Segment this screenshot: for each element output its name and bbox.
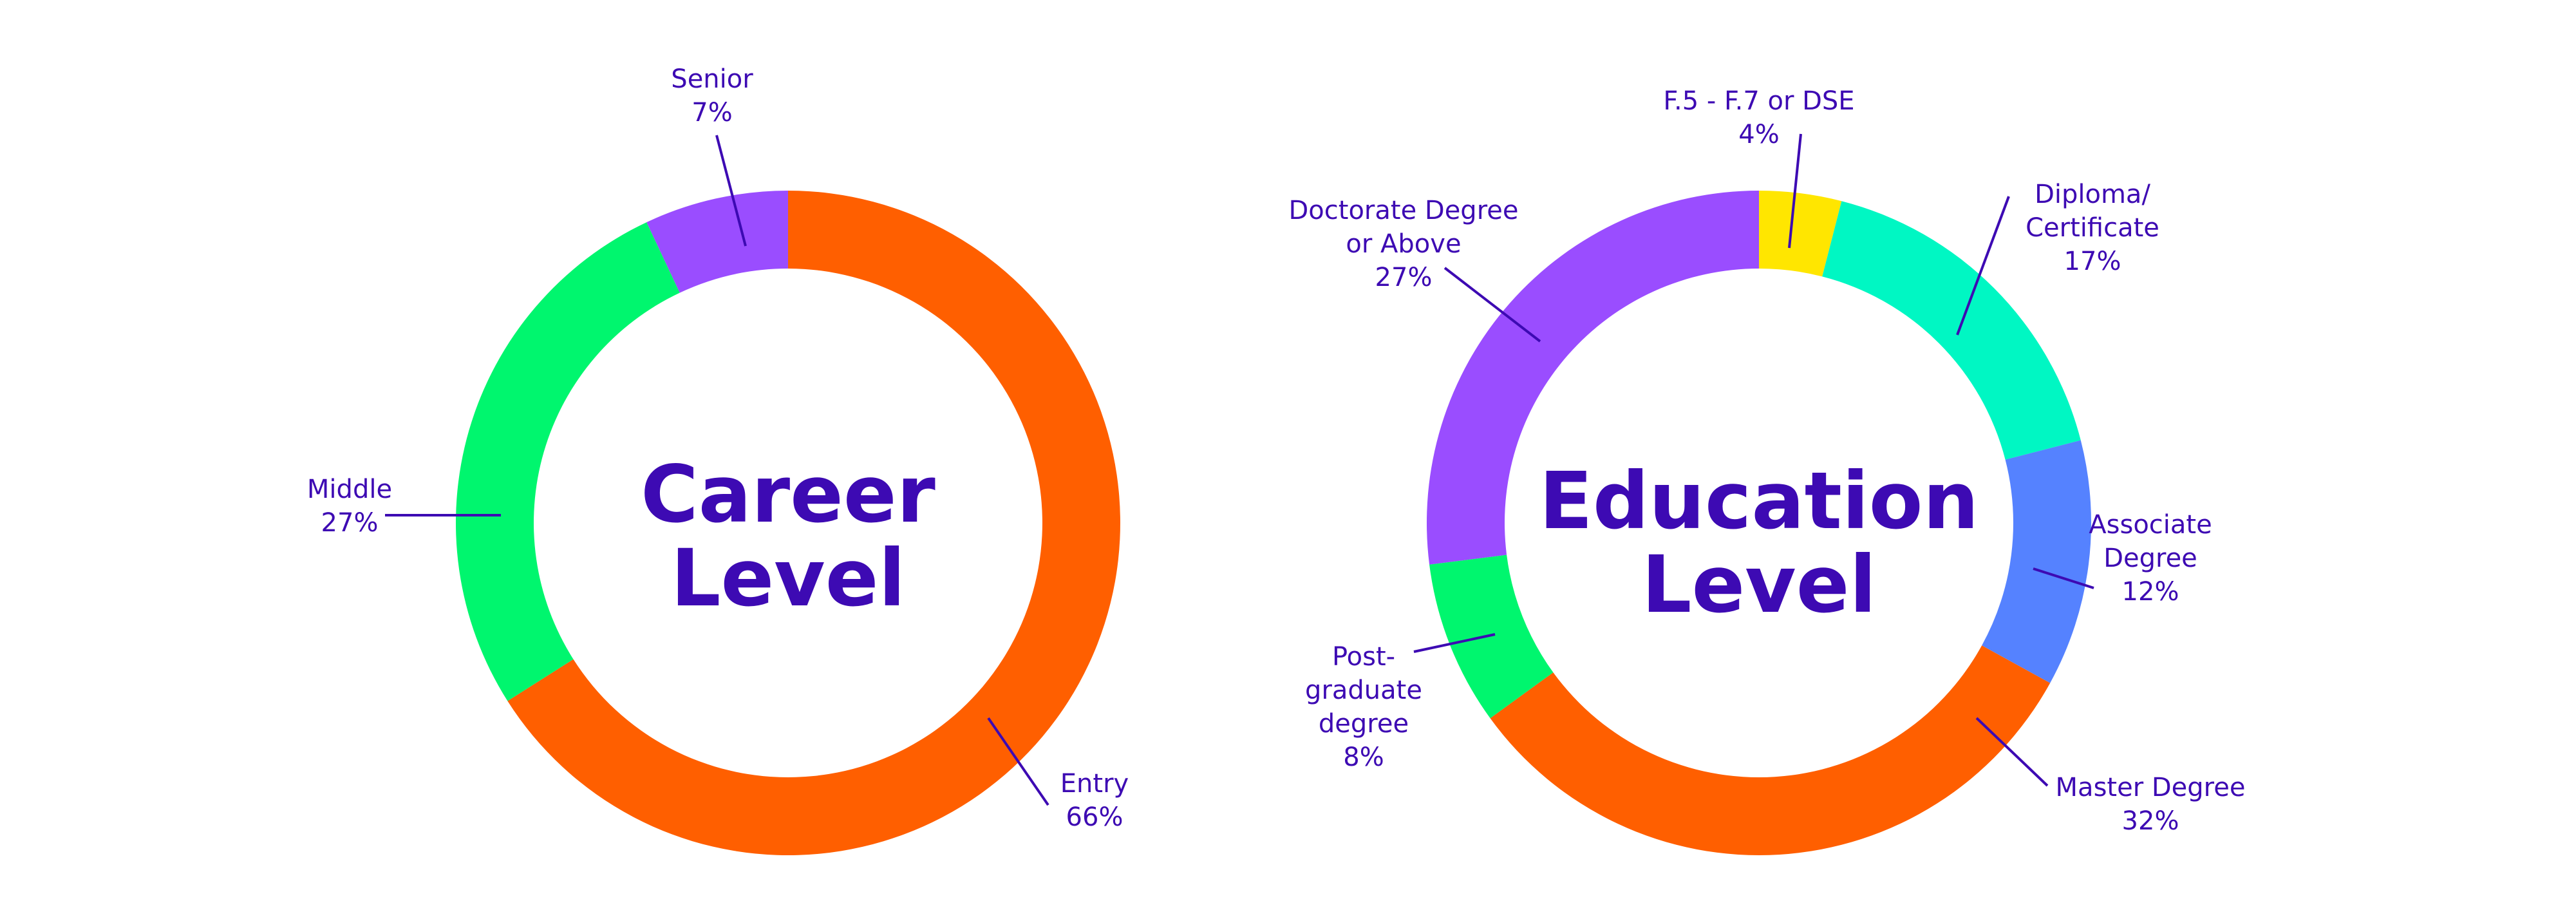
slice-diploma-certificate bbox=[1822, 201, 2081, 460]
leader-line-f-5-f-7-or-dse bbox=[1788, 133, 1802, 249]
center-title-line: Education bbox=[1539, 455, 1979, 547]
slice-label-post-graduate-degree: degree bbox=[1319, 709, 1409, 739]
slice-f-5-f-7-or-dse bbox=[1759, 191, 1842, 277]
leader-line-diploma-certificate bbox=[1956, 196, 2010, 336]
slice-label-middle: 27% bbox=[321, 508, 379, 538]
slice-label-post-graduate-degree: graduate bbox=[1305, 676, 1422, 705]
leader-line-post-graduate-degree bbox=[1413, 633, 1496, 653]
slice-middle bbox=[456, 222, 680, 701]
slice-label-diploma-certificate: Certificate bbox=[2026, 213, 2159, 243]
slice-label-post-graduate-degree: Post- bbox=[1332, 642, 1395, 672]
center-title-line: Level bbox=[671, 533, 906, 624]
slice-associate-degree bbox=[1982, 440, 2091, 683]
center-title-line: Career bbox=[641, 449, 935, 540]
slice-label-diploma-certificate: 17% bbox=[2064, 247, 2121, 276]
leader-line-entry bbox=[987, 717, 1049, 806]
slice-label-f-5-f-7-or-dse: F.5 - F.7 or DSE bbox=[1663, 86, 1854, 116]
slice-label-master-degree: Master Degree bbox=[2056, 773, 2246, 802]
slice-label-post-graduate-degree: 8% bbox=[1343, 743, 1384, 772]
slice-label-doctorate-degree-or-above: 27% bbox=[1375, 263, 1433, 292]
slice-label-doctorate-degree-or-above: Doctorate Degree bbox=[1289, 196, 1519, 225]
leader-line-senior bbox=[715, 135, 747, 247]
slice-label-entry: 66% bbox=[1066, 802, 1123, 832]
leader-line-doctorate-degree-or-above bbox=[1443, 267, 1541, 343]
leader-line-associate-degree bbox=[2033, 567, 2094, 589]
slice-label-associate-degree: Associate bbox=[2089, 510, 2212, 540]
slice-master-degree bbox=[1490, 645, 2051, 855]
slice-label-associate-degree: 12% bbox=[2122, 577, 2179, 607]
slice-senior bbox=[646, 191, 788, 293]
slice-label-middle: Middle bbox=[307, 475, 392, 504]
slice-post-graduate-degree bbox=[1429, 554, 1554, 719]
slice-label-f-5-f-7-or-dse: 4% bbox=[1738, 120, 1779, 149]
slice-label-master-degree: 32% bbox=[2122, 806, 2179, 836]
slice-label-senior: 7% bbox=[691, 98, 732, 128]
leader-line-master-degree bbox=[1975, 717, 2049, 787]
center-title-line: Level bbox=[1642, 539, 1877, 630]
slice-doctorate-degree-or-above bbox=[1427, 191, 1759, 565]
slice-label-associate-degree: Degree bbox=[2103, 544, 2197, 573]
slice-label-diploma-certificate: Diploma/ bbox=[2035, 180, 2150, 209]
slice-label-senior: Senior bbox=[671, 64, 753, 94]
slice-label-doctorate-degree-or-above: or Above bbox=[1346, 229, 1461, 259]
slice-label-entry: Entry bbox=[1060, 769, 1129, 799]
